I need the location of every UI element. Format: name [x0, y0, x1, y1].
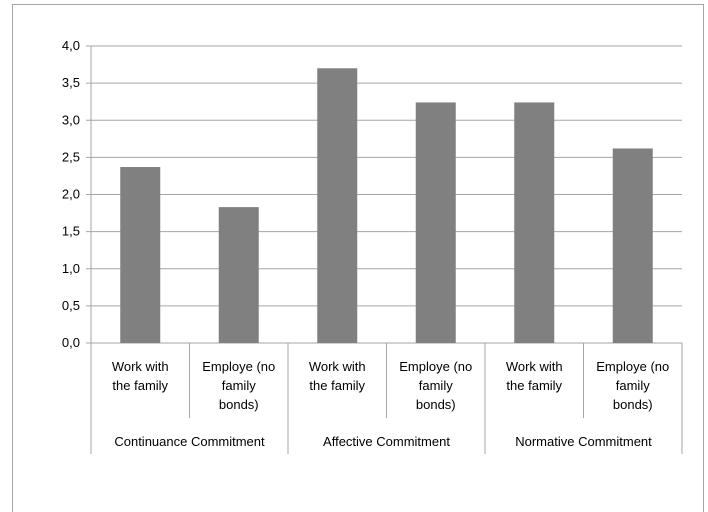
category-label-line: family — [616, 378, 650, 393]
category-label-line: family — [222, 378, 256, 393]
y-tick-label: 0,0 — [62, 335, 80, 350]
category-label-line: the family — [506, 378, 562, 393]
group-label: Continuance Commitment — [114, 434, 265, 449]
category-label-line: Employe (no — [596, 359, 669, 374]
bar — [218, 207, 259, 343]
category-label: Work with the family — [112, 359, 169, 393]
category-label: Employe (no family bonds) — [596, 359, 669, 412]
bar — [415, 102, 456, 344]
y-tick-label: 3,0 — [62, 112, 80, 127]
y-tick-label: 2,5 — [62, 149, 80, 164]
category-label: Employe (no family bonds) — [202, 359, 275, 412]
category-label-line: bonds) — [219, 397, 259, 412]
y-tick-label: 1,5 — [62, 224, 80, 239]
category-label-line: Employe (no — [399, 359, 472, 374]
y-tick-label: 0,5 — [62, 298, 80, 313]
category-label-line: family — [419, 378, 453, 393]
bar — [317, 68, 358, 344]
y-tick-label: 2,0 — [62, 187, 80, 202]
category-label: Work with the family — [309, 359, 366, 393]
y-tick-label: 4,0 — [62, 38, 80, 53]
bar — [612, 148, 653, 343]
category-label-line: Work with — [309, 359, 366, 374]
bar — [514, 102, 555, 344]
y-tick-label: 1,0 — [62, 261, 80, 276]
category-label-line: Work with — [506, 359, 563, 374]
category-label-line: Employe (no — [202, 359, 275, 374]
category-label-line: Work with — [112, 359, 169, 374]
bar — [120, 167, 161, 343]
category-label: Work with the family — [506, 359, 563, 393]
y-tick-label: 3,5 — [62, 75, 80, 90]
category-label-line: the family — [309, 378, 365, 393]
group-label: Normative Commitment — [515, 434, 652, 449]
category-label: Employe (no family bonds) — [399, 359, 472, 412]
group-label: Affective Commitment — [323, 434, 450, 449]
category-label-line: bonds) — [416, 397, 456, 412]
category-label-line: the family — [112, 378, 168, 393]
category-label-line: bonds) — [613, 397, 653, 412]
